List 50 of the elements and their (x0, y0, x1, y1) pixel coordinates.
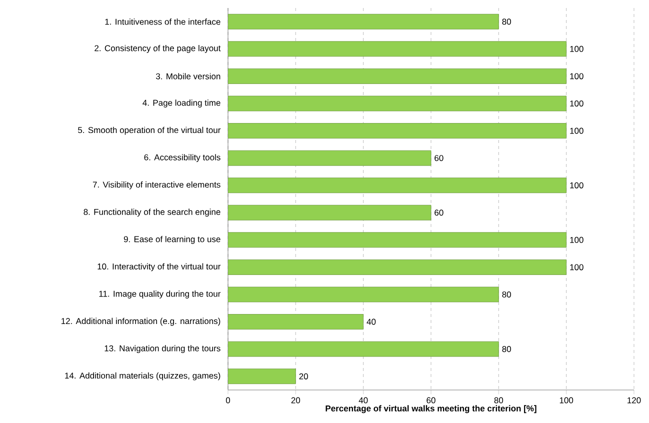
data-label: 100 (570, 73, 584, 80)
bar (228, 204, 432, 220)
y-tick-label: 4. Page loading time (142, 100, 220, 108)
y-tick-label: 9. Ease of learning to use (124, 236, 220, 244)
bar (228, 68, 567, 84)
data-label: 100 (570, 264, 584, 270)
y-tick-label: 5. Smooth operation of the virtual tour (78, 126, 221, 135)
data-label: 80 (502, 291, 511, 298)
y-tick-label: 6. Accessibility tools (144, 154, 220, 162)
data-label: 20 (299, 373, 308, 380)
x-tick-label: 120 (628, 397, 641, 404)
data-label: 100 (570, 128, 584, 134)
x-tick-label: 100 (560, 397, 574, 404)
data-label: 80 (502, 346, 511, 352)
data-label: 100 (570, 100, 584, 106)
bar (228, 286, 499, 302)
x-tick-label: 40 (358, 397, 368, 404)
y-tick-label: 7. Visibility of interactive elements (92, 181, 220, 190)
data-label: 40 (366, 318, 376, 325)
y-tick-label: 12. Additional information (e.g. narrations) (61, 318, 220, 326)
bar (228, 150, 432, 166)
data-label: 60 (434, 155, 444, 162)
data-label: 100 (570, 236, 584, 243)
y-tick-label: 2. Consistency of the page layout (94, 44, 221, 53)
bar (228, 14, 499, 30)
bar (228, 260, 567, 275)
bar (228, 41, 567, 57)
bar (228, 341, 499, 357)
x-tick-label: 60 (426, 397, 436, 404)
bar (228, 96, 567, 112)
y-tick-label: 13. Navigation during the tours (104, 345, 220, 354)
y-tick-label: 10. Interactivity of the virtual tour (98, 263, 221, 272)
bar (228, 178, 567, 194)
x-tick-label: 20 (291, 397, 300, 404)
y-tick-label: 14. Additional materials (quizzes, games) (65, 372, 220, 380)
x-tick-label: 0 (226, 397, 230, 404)
y-tick-label: 3. Mobile version (156, 73, 220, 80)
bar (228, 232, 567, 248)
data-label: 100 (570, 46, 584, 52)
data-label: 80 (502, 18, 511, 25)
bar (228, 314, 364, 330)
bar (228, 123, 567, 138)
data-label: 60 (434, 210, 444, 216)
x-axis-title: Percentage of virtual walks meeting the criterion [%] (326, 405, 536, 414)
y-tick-label: 11. Image quality during the tour (99, 290, 221, 298)
x-tick-label: 80 (494, 397, 504, 404)
data-label: 100 (570, 182, 584, 188)
y-tick-label: 8. Functionality of the search engine (84, 208, 220, 217)
y-tick-label: 1. Intuitiveness of the interface (105, 18, 220, 25)
bar (228, 368, 296, 384)
